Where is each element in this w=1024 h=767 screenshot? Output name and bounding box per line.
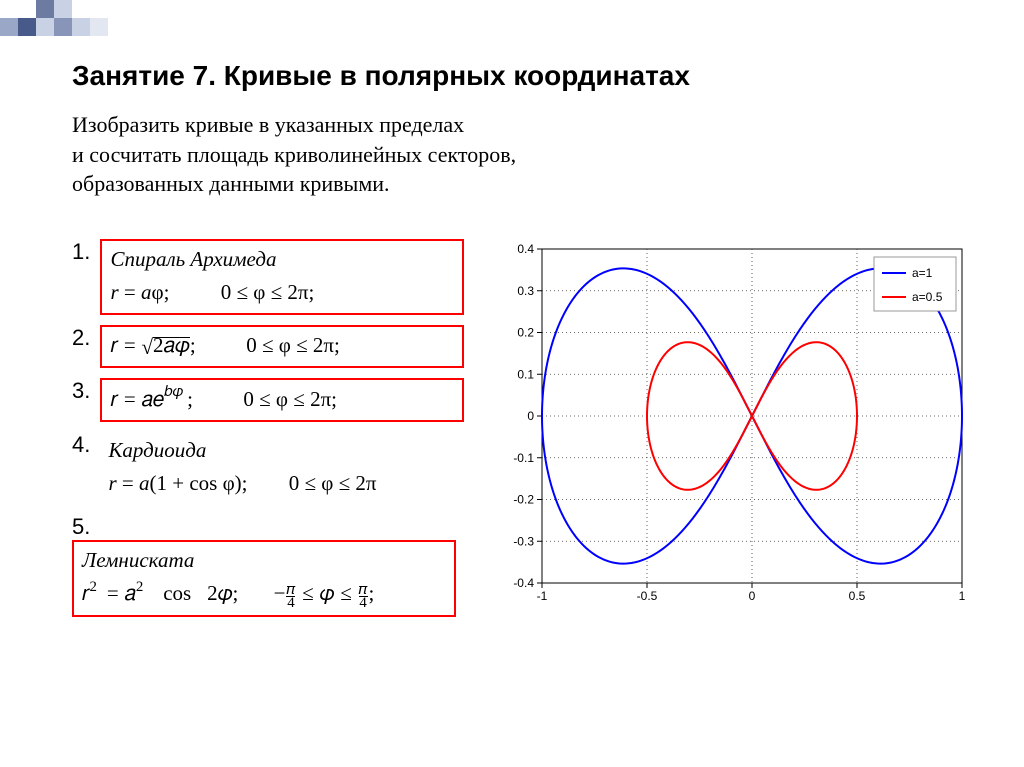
item-number: 4. [72,432,96,458]
curve-name: Лемниската [82,548,442,573]
item-3: 3. r=aebφ; 0 ≤ φ ≤ 2π; [72,378,470,422]
svg-text:0.4: 0.4 [517,242,534,256]
svg-text:0.2: 0.2 [517,326,534,340]
highlight-box: Лемниската r2=a2 cos 2φ; −π4≤φ≤π4; [72,540,456,617]
svg-text:-1: -1 [537,589,548,601]
task-line: и сосчитать площадь криволинейных сектор… [72,140,976,170]
svg-text:1: 1 [959,589,966,601]
range: 0 ≤ φ ≤ 2π [289,471,377,496]
equation-list: 1. Спираль Архимеда r = aφ; 0 ≤ φ ≤ 2π; … [72,239,470,627]
svg-text:0.3: 0.3 [517,284,534,298]
chart-area: -1 -0.5 0 0.5 1 -0.4 -0.3 -0.2 -0.1 0 0.1 0.2 0.3 0.4… [498,239,976,601]
item-number: 3. [72,378,96,404]
equation: r = aφ; [110,280,169,304]
item-number: 1. [72,239,96,265]
item-number: 2. [72,325,96,351]
svg-text:a=1: a=1 [912,266,933,280]
task-line: образованных данными кривыми. [72,169,976,199]
svg-text:-0.4: -0.4 [513,576,534,590]
curve-name: Кардиоида [108,438,376,463]
item-5: 5. Лемниската r2=a2 cos 2φ; −π4≤φ≤π4; [72,514,470,617]
lemniscate-chart: -1 -0.5 0 0.5 1 -0.4 -0.3 -0.2 -0.1 0 0.1 0.2 0.3 0.4… [498,239,976,601]
svg-text:-0.5: -0.5 [637,589,658,601]
task-text: Изобразить кривые в указанных пределах и… [72,110,976,199]
page-title: Занятие 7. Кривые в полярных координатах [72,60,976,92]
range: 0 ≤ φ ≤ 2π; [221,280,315,305]
svg-text:0: 0 [527,409,534,423]
item-4: 4. Кардиоида r = a(1 + cos φ); 0 ≤ φ ≤ 2… [72,432,470,504]
page: Занятие 7. Кривые в полярных координатах… [0,0,1024,627]
item-number: 5. [72,514,96,540]
range: −π4≤φ≤π4; [274,581,375,607]
curve-name: Спираль Архимеда [110,247,450,272]
svg-text:-0.3: -0.3 [513,534,534,548]
svg-text:0.1: 0.1 [517,367,534,381]
svg-text:-0.1: -0.1 [513,451,534,465]
svg-text:0.5: 0.5 [849,589,866,601]
highlight-box: r=aebφ; 0 ≤ φ ≤ 2π; [100,378,464,422]
svg-text:-0.2: -0.2 [513,493,534,507]
equation: r = a(1 + cos φ); [108,471,247,495]
item-1: 1. Спираль Архимеда r = aφ; 0 ≤ φ ≤ 2π; [72,239,470,315]
highlight-box: r=2aφ; 0 ≤ φ ≤ 2π; [100,325,464,368]
svg-text:a=0.5: a=0.5 [912,290,943,304]
highlight-box: Спираль Архимеда r = aφ; 0 ≤ φ ≤ 2π; [100,239,464,315]
item-2: 2. r=2aφ; 0 ≤ φ ≤ 2π; [72,325,470,368]
range: 0 ≤ φ ≤ 2π; [243,387,337,411]
range: 0 ≤ φ ≤ 2π; [246,333,340,357]
equation: r=aebφ; [110,387,198,411]
task-line: Изобразить кривые в указанных пределах [72,110,976,140]
svg-text:0: 0 [749,589,756,601]
equation: r2=a2 cos 2φ; [82,581,244,605]
equation: r=2aφ; [110,333,201,357]
